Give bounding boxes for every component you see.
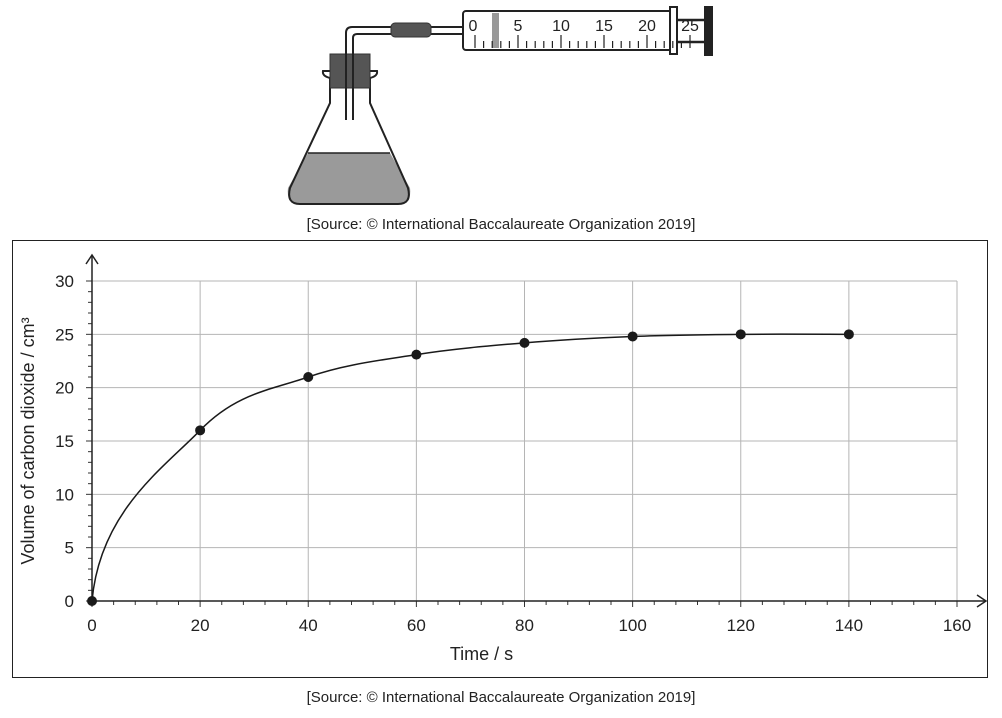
data-point xyxy=(411,349,422,360)
best-fit-curve xyxy=(91,333,849,602)
x-tick-label: 80 xyxy=(515,616,534,635)
y-tick-labels: 0 5 10 15 20 25 30 xyxy=(55,272,74,611)
syringe-scale-label: 15 xyxy=(595,18,613,35)
x-tick-labels: 0 20 40 60 80 100 120 140 160 xyxy=(87,616,971,635)
grid-lines xyxy=(92,280,958,601)
syringe-scale-label: 5 xyxy=(514,18,523,35)
y-tick-label: 20 xyxy=(55,379,74,398)
data-point xyxy=(87,596,97,606)
flask-liquid xyxy=(287,153,411,204)
delivery-tube-inner xyxy=(352,33,462,120)
delivery-tube xyxy=(345,26,462,120)
minor-ticks xyxy=(86,280,958,607)
syringe-scale-label: 0 xyxy=(469,18,478,35)
x-axis-title: Time / s xyxy=(450,644,513,664)
x-tick-label: 60 xyxy=(407,616,426,635)
x-tick-label: 160 xyxy=(943,616,971,635)
flask-stopper xyxy=(329,53,371,89)
axes xyxy=(85,253,988,608)
y-tick-label: 25 xyxy=(55,325,74,344)
syringe-scale-label: 20 xyxy=(638,18,656,35)
y-axis-title: Volume of carbon dioxide / cm³ xyxy=(18,317,38,564)
x-tick-label: 20 xyxy=(191,616,210,635)
syringe-scale: 0 5 10 15 20 25 xyxy=(469,18,699,48)
y-axis-arrow xyxy=(85,253,99,265)
source-caption-bottom: [Source: © International Baccalaureate O… xyxy=(306,689,696,706)
x-tick-label: 100 xyxy=(618,616,646,635)
rubber-connector xyxy=(390,22,432,38)
x-tick-label: 120 xyxy=(727,616,755,635)
syringe-plunger-head xyxy=(492,13,499,48)
y-tick-label: 10 xyxy=(55,485,74,504)
syringe-flange xyxy=(669,6,678,55)
x-axis-arrow xyxy=(976,594,988,608)
data-point xyxy=(735,329,746,340)
x-tick-label: 40 xyxy=(299,616,318,635)
chart-frame xyxy=(12,240,988,678)
data-point xyxy=(627,331,638,342)
syringe-scale-label: 25 xyxy=(681,18,699,35)
data-point xyxy=(303,372,314,382)
volume-time-chart: 0 20 40 60 80 100 120 140 160 0 5 10 15 20 25 30 Time … xyxy=(18,253,988,664)
data-point xyxy=(843,329,854,340)
syringe-scale-label: 10 xyxy=(552,18,570,35)
source-caption-top: [Source: © International Baccalaureate O… xyxy=(306,216,696,233)
apparatus-diagram: 0 5 10 15 20 25 xyxy=(287,6,713,205)
data-points xyxy=(87,329,854,606)
y-tick-label: 30 xyxy=(55,272,74,291)
x-tick-label: 140 xyxy=(835,616,863,635)
conical-flask xyxy=(288,78,410,205)
data-point xyxy=(519,337,530,348)
y-tick-label: 15 xyxy=(55,432,74,451)
x-tick-label: 0 xyxy=(87,616,96,635)
syringe-handle xyxy=(704,6,713,56)
data-point xyxy=(195,425,206,436)
y-tick-label: 5 xyxy=(65,539,74,558)
y-tick-label: 0 xyxy=(65,592,74,611)
